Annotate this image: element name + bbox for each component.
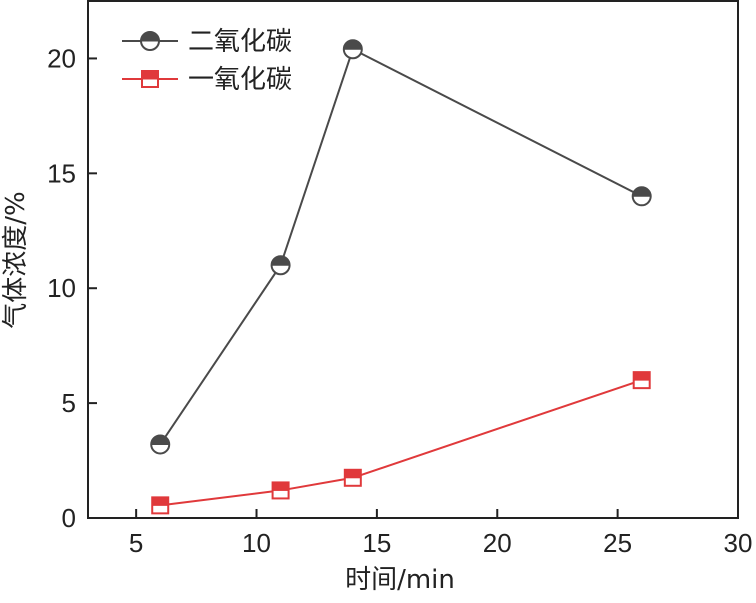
legend-label: 一氧化碳 xyxy=(188,65,292,95)
marker-fill xyxy=(272,481,290,491)
legend-item-2: 一氧化碳 xyxy=(122,65,292,95)
marker-fill xyxy=(633,371,651,381)
x-tick-label: 5 xyxy=(129,528,143,558)
series-2 xyxy=(151,371,651,515)
series-layer xyxy=(150,39,652,515)
marker-fill xyxy=(344,469,362,479)
y-tick-label: 10 xyxy=(47,273,76,303)
marker-fill xyxy=(151,496,169,506)
data-point xyxy=(271,481,290,500)
y-tick-label: 5 xyxy=(62,388,76,418)
legend-label: 二氧化碳 xyxy=(188,27,292,57)
y-axis-title: 气体浓度/% xyxy=(1,191,31,328)
marker-fill xyxy=(141,70,159,80)
y-tick-label: 0 xyxy=(62,503,76,533)
legend-item-1: 二氧化碳 xyxy=(122,27,292,57)
x-axis-title: 时间/min xyxy=(345,565,455,595)
x-tick-label: 20 xyxy=(483,528,512,558)
y-tick-label: 20 xyxy=(47,43,76,73)
axis-ticks: 5 10 15 20 25 30 0 5 10 15 20 xyxy=(47,43,752,558)
data-point xyxy=(343,468,362,487)
x-tick-label: 15 xyxy=(362,528,391,558)
data-point xyxy=(270,255,291,276)
marker-fill xyxy=(150,434,170,445)
marker-fill xyxy=(140,31,160,42)
data-point xyxy=(342,39,363,60)
data-point xyxy=(631,186,652,207)
data-point xyxy=(151,496,170,515)
marker-fill xyxy=(632,186,652,197)
data-point xyxy=(150,434,171,455)
marker-fill xyxy=(343,39,363,50)
series-line xyxy=(160,379,643,507)
legend-marker xyxy=(140,31,160,51)
plot-frame xyxy=(87,0,739,519)
x-tick-label: 30 xyxy=(724,528,753,558)
x-tick-label: 10 xyxy=(242,528,271,558)
series-line xyxy=(159,47,643,446)
x-tick-label: 25 xyxy=(603,528,632,558)
marker-fill xyxy=(271,255,291,266)
y-tick-label: 15 xyxy=(47,158,76,188)
series-1 xyxy=(150,39,652,455)
legend-marker xyxy=(141,70,159,88)
data-point xyxy=(632,371,651,390)
